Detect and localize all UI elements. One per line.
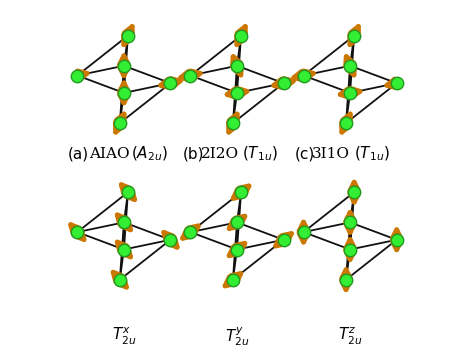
Point: [233, 219, 241, 225]
Text: $T^y_{2u}$: $T^y_{2u}$: [225, 325, 249, 348]
Point: [233, 90, 241, 96]
Point: [73, 73, 81, 78]
Point: [393, 80, 401, 86]
Point: [350, 33, 358, 38]
Point: [346, 90, 354, 96]
Point: [233, 247, 241, 252]
Text: $(T_{1u})$: $(T_{1u})$: [354, 145, 390, 163]
Point: [300, 229, 307, 235]
Point: [116, 120, 124, 126]
Text: (c): (c): [294, 147, 315, 162]
Point: [346, 219, 354, 225]
Point: [300, 73, 307, 78]
Point: [280, 237, 287, 242]
Point: [116, 277, 124, 282]
Text: $(T_{1u})$: $(T_{1u})$: [242, 145, 278, 163]
Text: (b): (b): [183, 147, 205, 162]
Point: [120, 90, 128, 96]
Point: [342, 120, 350, 126]
Point: [280, 80, 287, 86]
Point: [237, 33, 245, 38]
Point: [237, 189, 245, 195]
Text: 3I1O: 3I1O: [312, 147, 350, 161]
Point: [167, 80, 174, 86]
Text: (a): (a): [68, 147, 89, 162]
Point: [346, 247, 354, 252]
Text: AIAO: AIAO: [89, 147, 130, 161]
Point: [167, 237, 174, 242]
Point: [120, 247, 128, 252]
Text: 2I2O: 2I2O: [201, 147, 238, 161]
Point: [346, 63, 354, 69]
Point: [342, 277, 350, 282]
Point: [120, 219, 128, 225]
Point: [229, 277, 237, 282]
Point: [187, 229, 194, 235]
Point: [124, 33, 132, 38]
Point: [229, 120, 237, 126]
Point: [187, 73, 194, 78]
Point: [124, 189, 132, 195]
Point: [73, 229, 81, 235]
Text: $T^x_{2u}$: $T^x_{2u}$: [112, 326, 136, 347]
Text: $(A_{2u})$: $(A_{2u})$: [131, 145, 168, 163]
Point: [120, 63, 128, 69]
Point: [233, 63, 241, 69]
Text: $T^z_{2u}$: $T^z_{2u}$: [338, 326, 362, 347]
Point: [350, 189, 358, 195]
Point: [393, 237, 401, 242]
